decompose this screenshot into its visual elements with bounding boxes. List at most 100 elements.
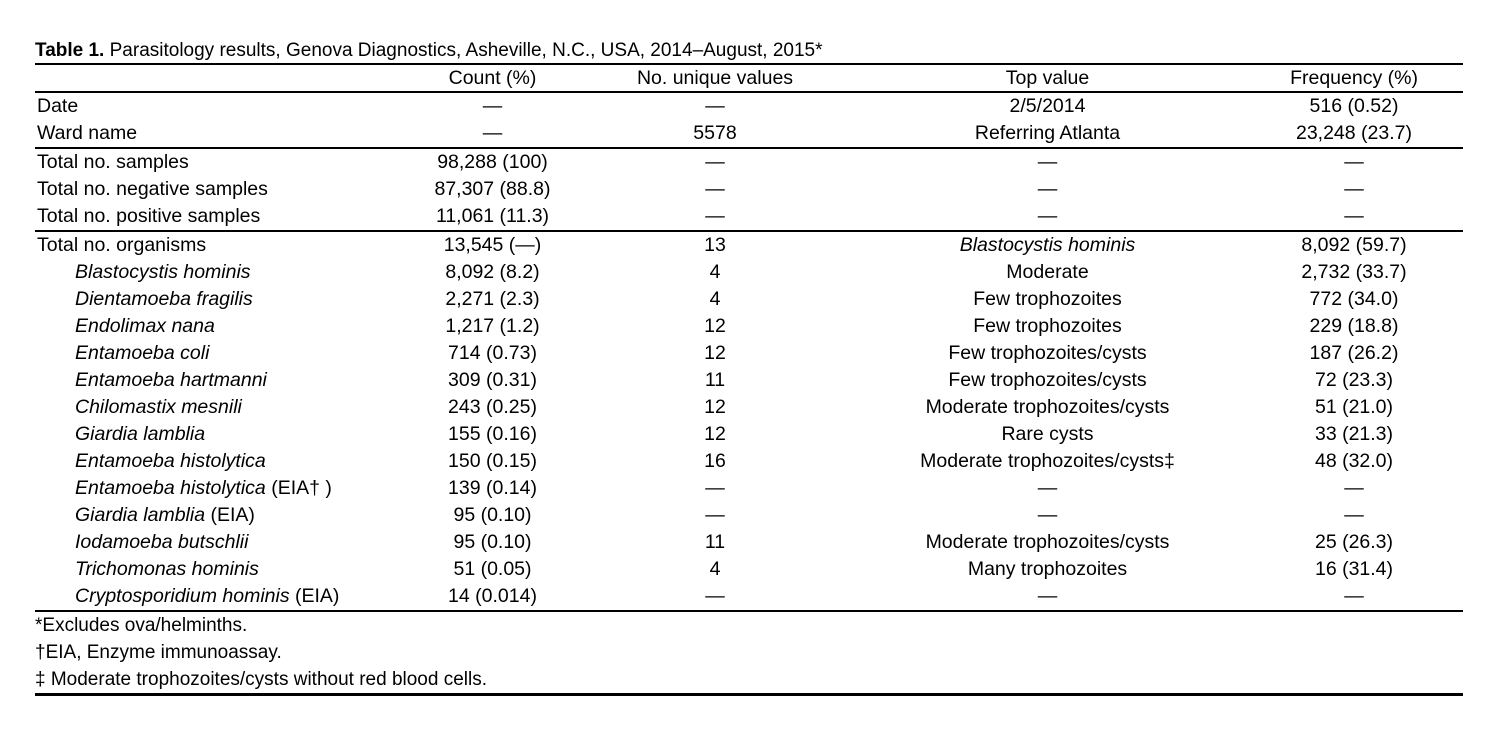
row-label-name: Date [37, 95, 79, 117]
table-row: Blastocystis hominis 8,092 (8.2) 4 Moderate… [35, 259, 1463, 286]
cell-top-value: Moderate trophozoites/cysts [925, 531, 1170, 553]
cell-top-value: Moderate [1006, 261, 1089, 283]
cell-unique: 4 [709, 288, 721, 310]
row-label: Iodamoeba butschlii [35, 529, 405, 556]
cell-count: 13,545 (—) [443, 234, 542, 256]
table-row: Endolimax nana 1,217 (1.2) 12 Few trophozoi… [35, 313, 1463, 340]
table-row: Total no. positive samples 11,061 (11.3) —… [35, 203, 1463, 231]
row-label-suffix: (EIA) [205, 504, 255, 526]
cell-frequency: — [1344, 504, 1364, 526]
row-label: Dientamoeba fragilis [35, 286, 405, 313]
cell-unique: 4 [709, 558, 721, 580]
cell-unique: — [705, 205, 725, 227]
cell-frequency: 48 (32.0) [1314, 450, 1394, 472]
cell-top-value: Rare cysts [1001, 423, 1094, 445]
cell-frequency: 187 (26.2) [1309, 342, 1399, 364]
row-label: Entamoeba hartmanni [35, 367, 405, 394]
cell-frequency: — [1344, 477, 1364, 499]
table-row: Date — — 2/5/2014 516 (0.52) [35, 92, 1463, 120]
row-label: Blastocystis hominis [35, 259, 405, 286]
row-label: Cryptosporidium hominis (EIA) [35, 583, 405, 611]
cell-top-value: Few trophozoites [973, 315, 1122, 337]
cell-frequency: — [1344, 151, 1364, 173]
cell-unique: 5578 [693, 122, 737, 144]
cell-frequency: — [1344, 585, 1364, 607]
table-container: Table 1. Parasitology results, Genova Di… [35, 40, 1463, 696]
row-label: Total no. samples [35, 148, 405, 176]
cell-frequency: 25 (26.3) [1314, 531, 1394, 553]
cell-count: 2,271 (2.3) [445, 288, 540, 310]
row-label-name: Iodamoeba butschlii [75, 531, 249, 553]
table-row: Entamoeba histolytica 150 (0.15) 16 Moderat… [35, 448, 1463, 475]
cell-top-value: Moderate trophozoites/cysts [925, 396, 1170, 418]
cell-count: 714 (0.73) [448, 342, 537, 364]
row-label-suffix: (EIA) [289, 585, 340, 607]
cell-unique: 11 [704, 531, 726, 553]
row-label-name: Entamoeba hartmanni [75, 369, 267, 391]
cell-top-value: — [1037, 477, 1058, 499]
cell-unique: — [705, 504, 725, 526]
row-label: Entamoeba coli [35, 340, 405, 367]
row-label: Giardia lamblia [35, 421, 405, 448]
cell-unique: 12 [704, 396, 726, 418]
row-label-name: Dientamoeba fragilis [75, 288, 253, 310]
cell-top-value: — [1037, 585, 1058, 607]
cell-frequency: 23,248 (23.7) [1295, 122, 1412, 144]
cell-frequency: 51 (21.0) [1314, 396, 1394, 418]
cell-count: 14 (0.014) [448, 585, 537, 607]
cell-unique: 13 [704, 234, 726, 256]
cell-top-value: — [1037, 178, 1058, 200]
bottom-rule [35, 693, 1463, 696]
cell-unique: 11 [704, 369, 726, 391]
row-label: Trichomonas hominis [35, 556, 405, 583]
header-cell-unique: No. unique values [636, 67, 794, 89]
cell-frequency: 516 (0.52) [1309, 95, 1399, 117]
table-row: Entamoeba hartmanni 309 (0.31) 11 Few troph… [35, 367, 1463, 394]
table-row: Trichomonas hominis 51 (0.05) 4 Many tropho… [35, 556, 1463, 583]
table-row: Giardia lamblia 155 (0.16) 12 Rare cysts 33 … [35, 421, 1463, 448]
cell-count: 95 (0.10) [453, 531, 532, 553]
cell-top-value: — [1037, 205, 1058, 227]
cell-count: 309 (0.31) [448, 369, 537, 391]
row-label: Endolimax nana [35, 313, 405, 340]
cell-unique: — [705, 151, 725, 173]
table-row: Dientamoeba fragilis 2,271 (2.3) 4 Few trop… [35, 286, 1463, 313]
row-label-name: Total no. organisms [37, 234, 207, 256]
table-caption: Table 1. Parasitology results, Genova Di… [35, 40, 1463, 63]
table-row: Entamoeba coli 714 (0.73) 12 Few trophozoit… [35, 340, 1463, 367]
row-label-name: Giardia lamblia [75, 423, 206, 445]
row-label: Total no. organisms [35, 231, 405, 259]
caption-label: Table 1. [35, 40, 105, 61]
header-cell-frequency: Frequency (%) [1290, 67, 1418, 89]
cell-frequency: — [1344, 205, 1364, 227]
cell-count: 243 (0.25) [448, 396, 537, 418]
row-label-name: Trichomonas hominis [75, 558, 259, 580]
table-body: Date — — 2/5/2014 516 (0.52) Ward name — 5578 Re… [35, 92, 1463, 611]
header-row: Count (%) No. unique values Top value Fr… [35, 64, 1463, 92]
cell-top-value: Few trophozoites/cysts [948, 369, 1147, 391]
cell-frequency: 72 (23.3) [1314, 369, 1394, 391]
cell-count: 87,307 (88.8) [434, 178, 551, 200]
cell-frequency: 229 (18.8) [1309, 315, 1399, 337]
cell-top-value: Many trophozoites [967, 558, 1128, 580]
table-row: Cryptosporidium hominis (EIA) 14 (0.014) —… [35, 583, 1463, 611]
cell-count: 1,217 (1.2) [445, 315, 540, 337]
cell-unique: — [705, 477, 725, 499]
cell-top-value: — [1037, 151, 1058, 173]
caption-text: Parasitology results, Genova Diagnostics… [104, 40, 823, 61]
cell-unique: — [705, 178, 725, 200]
cell-count: 11,061 (11.3) [435, 205, 550, 227]
row-label-name: Total no. negative samples [37, 178, 268, 200]
cell-count: — [482, 122, 503, 144]
cell-frequency: — [1344, 178, 1364, 200]
row-label: Ward name [35, 120, 405, 148]
cell-count: 8,092 (8.2) [445, 261, 540, 283]
cell-top-value: Referring Atlanta [974, 122, 1121, 144]
cell-frequency: 33 (21.3) [1314, 423, 1394, 445]
row-label-name: Entamoeba histolytica [75, 450, 266, 472]
table-row: Total no. organisms 13,545 (—) 13 Blastocys… [35, 231, 1463, 259]
footnote: ‡ Moderate trophozoites/cysts without re… [35, 669, 488, 690]
cell-count: 51 (0.05) [453, 558, 532, 580]
row-label: Total no. positive samples [35, 203, 405, 231]
cell-top-value: Few trophozoites [973, 288, 1122, 310]
